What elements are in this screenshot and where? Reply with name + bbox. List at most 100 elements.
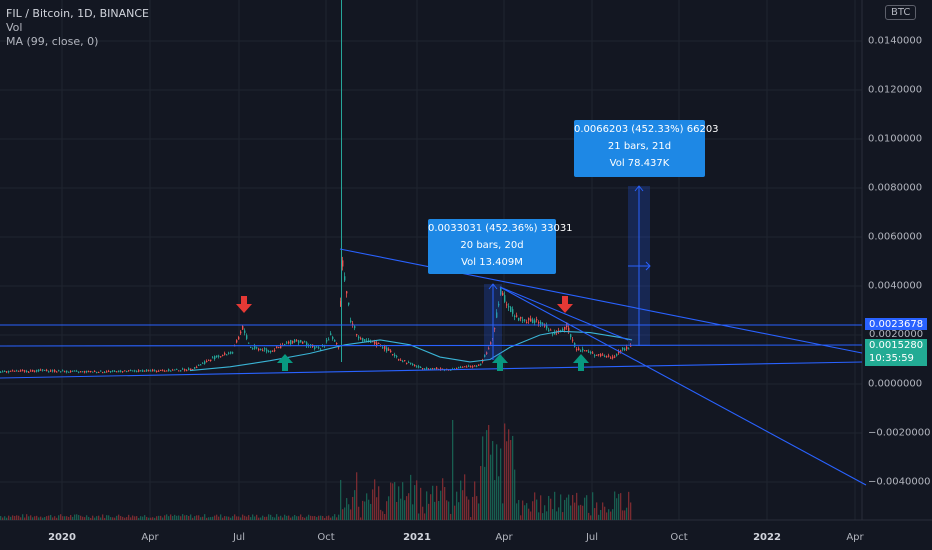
candle-body <box>222 354 224 356</box>
volume-bar <box>458 502 460 520</box>
candle-body <box>424 368 426 370</box>
candle-body <box>520 317 522 319</box>
volume-bar <box>540 495 542 520</box>
volume-bar <box>370 503 372 520</box>
candle-body <box>510 307 512 313</box>
candle-body <box>204 361 206 364</box>
volume-bar <box>280 515 282 520</box>
candle-body <box>514 315 516 317</box>
volume-bar <box>164 515 166 520</box>
volume-bar <box>270 514 272 520</box>
volume-bar <box>156 516 158 520</box>
candle-body <box>148 370 150 372</box>
candle-body <box>326 340 328 342</box>
volume-bar <box>154 517 156 520</box>
candle-body <box>538 322 540 324</box>
candle-body <box>42 369 44 371</box>
candle-body <box>152 369 154 372</box>
volume-bar <box>532 501 534 520</box>
volume-bar <box>518 499 520 520</box>
legend-volume[interactable]: Vol <box>6 21 23 34</box>
candle-body <box>168 369 170 372</box>
volume-bar <box>132 515 134 520</box>
candle-body <box>132 370 134 372</box>
candle-body <box>4 370 6 372</box>
volume-bar <box>596 502 598 520</box>
candle-body <box>606 356 608 358</box>
volume-bar <box>146 516 148 520</box>
volume-bar <box>324 517 326 520</box>
volume-bar <box>482 436 484 520</box>
candle-body <box>386 347 388 352</box>
candle-body <box>216 355 218 358</box>
volume-bar <box>210 517 212 520</box>
volume-bar <box>542 513 544 520</box>
volume-bar <box>304 517 306 520</box>
candle-body <box>576 349 578 351</box>
candle-body <box>246 335 248 339</box>
candle-body <box>228 352 230 354</box>
volume-bar <box>430 494 432 520</box>
candle-body <box>196 366 198 368</box>
measure-callout-2-change: 0.0066203 (452.33%) 66203 <box>574 124 719 135</box>
candle-body <box>476 365 478 367</box>
volume-bar <box>586 495 588 520</box>
buy-arrow-icon <box>492 354 508 371</box>
volume-bar <box>152 517 154 520</box>
candle-body <box>190 368 192 370</box>
volume-bar <box>404 500 406 520</box>
volume-bar <box>86 515 88 520</box>
bar-countdown: 10:35:59 <box>865 352 927 366</box>
candle-body <box>348 302 350 305</box>
volume-bar <box>492 441 494 520</box>
volume-bar <box>522 500 524 520</box>
candle-body <box>466 366 468 368</box>
volume-bar <box>208 517 210 520</box>
candle-body <box>484 354 486 357</box>
volume-bar <box>418 513 420 520</box>
candle-body <box>328 339 330 341</box>
volume-bar <box>110 517 112 520</box>
candle-body <box>122 371 124 373</box>
volume-bar <box>160 515 162 520</box>
candle-body <box>28 371 30 373</box>
candle-body <box>142 370 144 372</box>
volume-bar <box>46 516 48 520</box>
volume-bar <box>322 516 324 520</box>
candle-body <box>398 359 400 361</box>
volume-bar <box>506 441 508 520</box>
candle-body <box>20 370 22 372</box>
volume-bar <box>580 504 582 520</box>
volume-bar <box>536 499 538 520</box>
candle-body <box>530 318 532 322</box>
volume-bar <box>368 499 370 520</box>
legend-moving-average[interactable]: MA (99, close, 0) <box>6 35 99 48</box>
candle-body <box>240 331 242 334</box>
currency-badge[interactable]: BTC <box>885 5 917 20</box>
candle-body <box>56 371 58 373</box>
volume-bar <box>574 502 576 520</box>
legend-title[interactable]: FIL / Bitcoin, 1D, BINANCE <box>6 7 149 20</box>
candle-body <box>458 367 460 369</box>
volume-bar <box>258 517 260 520</box>
volume-bar <box>534 492 536 520</box>
volume-bar <box>220 514 222 520</box>
volume-bar <box>310 515 312 520</box>
volume-bar <box>182 514 184 520</box>
volume-bar <box>428 503 430 520</box>
volume-bar <box>18 515 20 520</box>
volume-bar <box>126 517 128 520</box>
price-axis-label: 0.0080000 <box>868 182 923 194</box>
horizontal-support-line <box>0 344 863 347</box>
volume-bar <box>42 517 44 520</box>
candle-body <box>124 370 126 372</box>
candle-body <box>628 348 630 350</box>
candle-body <box>130 370 132 372</box>
volume-bar <box>150 517 152 520</box>
volume-bar <box>616 498 618 520</box>
candle-body <box>426 367 428 370</box>
volume-bar <box>72 516 74 520</box>
volume-bar <box>472 496 474 520</box>
